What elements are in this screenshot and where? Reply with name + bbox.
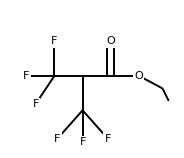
Text: F: F	[105, 134, 111, 143]
Text: F: F	[51, 36, 58, 46]
Text: F: F	[23, 71, 29, 81]
Text: O: O	[135, 71, 143, 81]
Text: F: F	[32, 99, 39, 109]
Text: F: F	[79, 137, 86, 147]
Text: O: O	[106, 36, 115, 46]
Text: F: F	[54, 134, 61, 143]
